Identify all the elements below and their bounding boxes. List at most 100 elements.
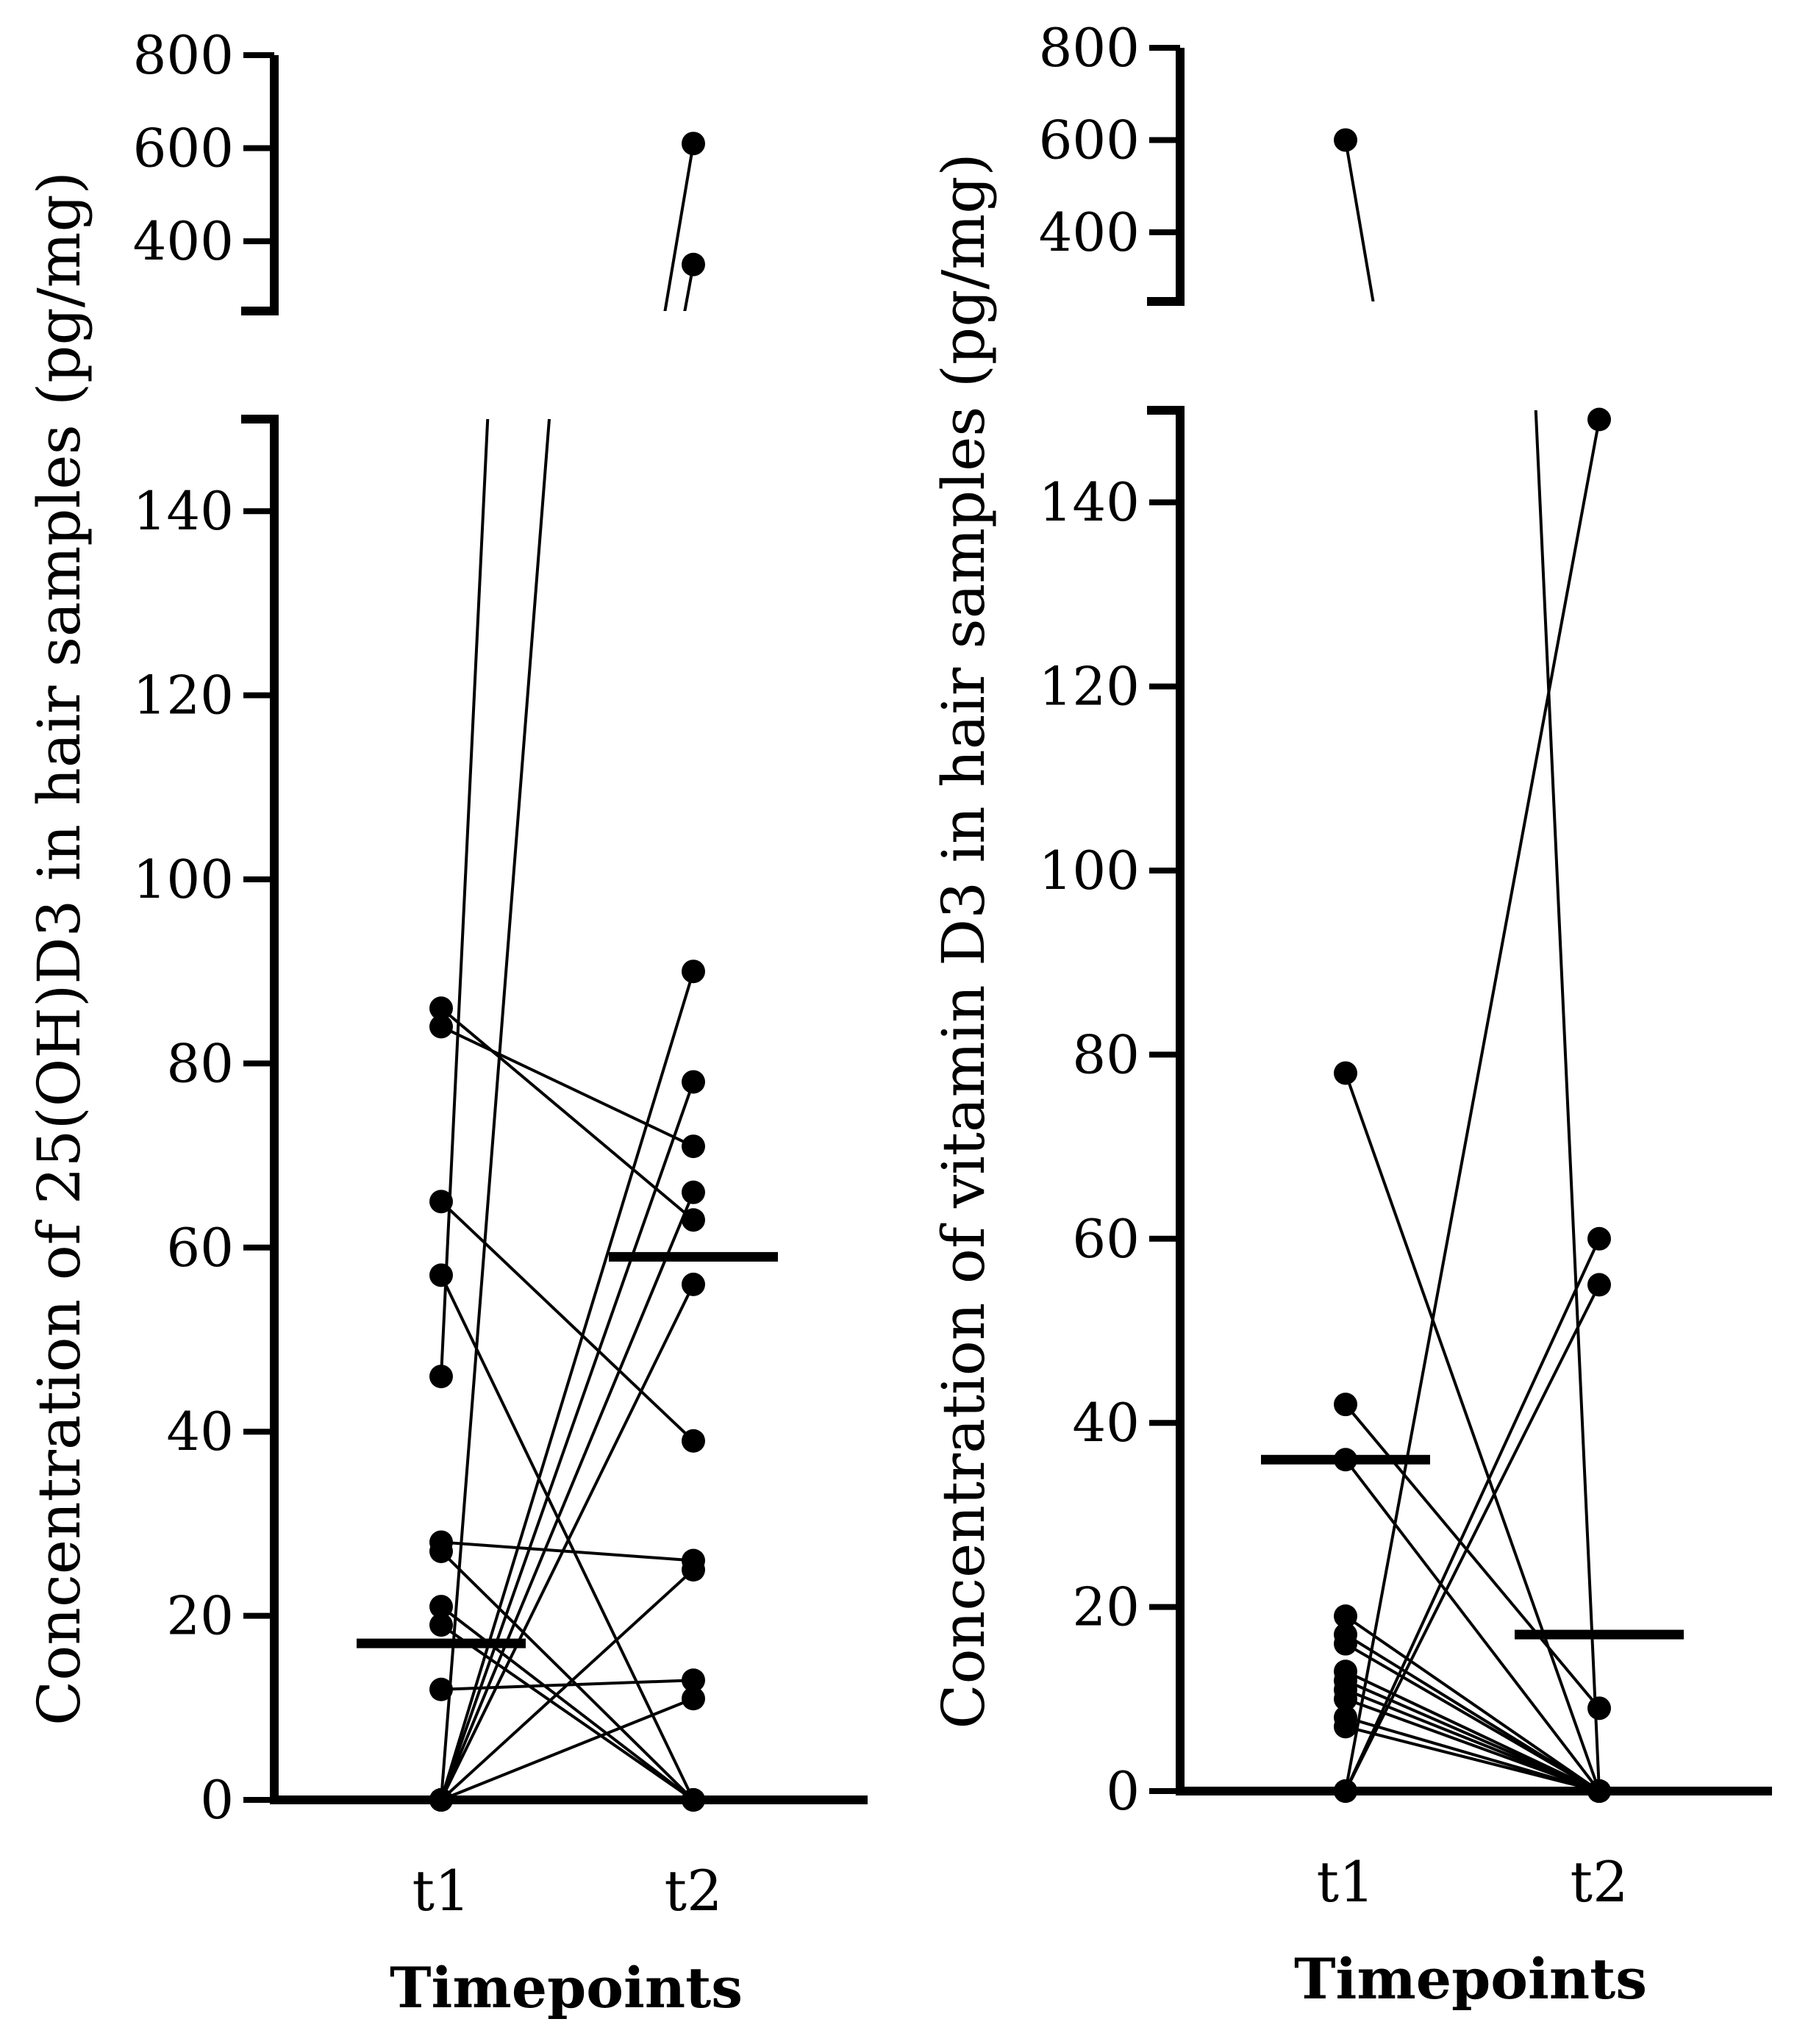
data-point-t1	[1334, 1448, 1357, 1472]
pair-line-lower-part	[440, 419, 490, 1377]
data-point-t2	[1587, 1273, 1611, 1297]
x-category-label-t1: t1	[412, 1858, 471, 1923]
pair-line	[440, 1081, 695, 1801]
y-tick-label-upper: 400	[133, 210, 234, 272]
pair-line-upper-part	[683, 264, 695, 311]
pair-line	[1344, 1072, 1601, 1792]
y-tick-label: 40	[166, 1401, 234, 1462]
pair-line-upper-part	[1344, 140, 1375, 301]
data-point-t1	[429, 996, 453, 1021]
pair-line	[440, 971, 695, 1801]
data-point-t2	[682, 132, 705, 156]
pair-line	[440, 1605, 695, 1801]
pair-line	[440, 1007, 695, 1221]
data-point-t2	[1587, 1696, 1611, 1720]
data-point-t2	[682, 1668, 705, 1693]
data-point-t1	[429, 1015, 453, 1039]
data-point-t2	[1587, 1226, 1611, 1251]
pair-line	[440, 1200, 695, 1443]
data-point-t1	[429, 1613, 453, 1637]
data-point-t1	[1334, 1393, 1357, 1417]
y-tick-label-upper: 400	[1039, 201, 1140, 263]
pair-line	[440, 1540, 694, 1562]
pair-line	[1344, 1615, 1601, 1793]
data-point-t1	[429, 1365, 453, 1389]
y-tick-label: 60	[1072, 1208, 1140, 1270]
y-tick-label: 60	[166, 1217, 234, 1279]
y-tick-label: 20	[166, 1585, 234, 1647]
data-point-t1	[1334, 1632, 1357, 1656]
data-point-t1	[429, 1263, 453, 1287]
pair-line	[1345, 1715, 1600, 1793]
pair-line	[1345, 1697, 1600, 1793]
pair-line	[440, 1284, 695, 1801]
x-category-label-t2: t2	[665, 1858, 723, 1923]
pair-line-lower-part	[1534, 410, 1601, 1792]
y-tick-label: 120	[133, 665, 234, 726]
x-axis-title: Timepoints	[390, 1955, 743, 2020]
x-axis-title: Timepoints	[1294, 1946, 1647, 2012]
data-point-t1	[1334, 128, 1357, 152]
data-point-t1	[429, 1677, 453, 1701]
y-tick-label: 120	[1039, 656, 1140, 718]
data-point-t2	[682, 1180, 705, 1204]
y-tick-label-upper: 800	[1039, 17, 1140, 79]
data-point-t1	[429, 1539, 453, 1563]
data-point-t1	[1334, 1687, 1357, 1711]
y-tick-label: 100	[133, 848, 234, 910]
y-tick-label: 140	[133, 480, 234, 542]
y-tick-label: 40	[1072, 1392, 1140, 1454]
pair-line	[1344, 1237, 1601, 1792]
pair-line	[440, 1697, 694, 1801]
paired-lines-upper	[663, 143, 695, 311]
pair-line	[440, 1623, 695, 1801]
pair-line	[440, 1025, 694, 1148]
y-axis-title: Concentration of 25(OH)D3 in hair sample…	[25, 171, 93, 1726]
pair-line	[1344, 1284, 1601, 1792]
data-point-t2	[682, 252, 705, 276]
y-tick-label: 140	[1039, 471, 1140, 533]
paired-lines-lower	[1344, 410, 1601, 1793]
data-point-t2	[682, 1208, 705, 1232]
paired-lines-lower	[440, 419, 695, 1801]
data-point-t1	[1334, 1061, 1357, 1085]
pair-line	[1344, 1459, 1601, 1793]
data-point-t1	[429, 1190, 453, 1214]
data-point-t2	[682, 1070, 705, 1094]
data-point-t2	[682, 1558, 705, 1582]
y-tick-label: 80	[166, 1032, 234, 1094]
data-point-t2	[682, 1134, 705, 1159]
pair-line	[1344, 419, 1601, 1792]
paired-lines-upper	[1344, 140, 1375, 301]
y-tick-label: 20	[1072, 1576, 1140, 1638]
data-point-t2	[1587, 407, 1611, 432]
data-point-t1	[429, 1595, 453, 1619]
data-point-t2	[682, 1429, 705, 1453]
y-tick-label: 0	[1106, 1760, 1140, 1822]
pair-line	[1344, 1403, 1601, 1709]
pair-line	[1345, 1725, 1600, 1793]
data-point-t2	[682, 960, 705, 984]
x-category-label-t1: t1	[1317, 1849, 1375, 1915]
pair-line	[440, 1550, 695, 1801]
y-tick-label: 80	[1072, 1023, 1140, 1085]
pair-line	[440, 1274, 695, 1801]
pair-line-upper-part	[663, 143, 695, 311]
y-tick-label: 100	[1039, 840, 1140, 901]
data-point-t1	[1334, 1715, 1357, 1739]
y-tick-label-upper: 600	[133, 118, 234, 179]
y-tick-label-upper: 600	[1039, 109, 1140, 171]
pair-line-lower-part	[440, 419, 551, 1801]
pair-line	[440, 1568, 695, 1801]
data-point-t2	[682, 1687, 705, 1711]
x-category-label-t2: t2	[1571, 1849, 1629, 1915]
data-point-t1	[1334, 1604, 1357, 1629]
chart-panel-25ohd3: Concentration of 25(OH)D3 in hair sample…	[25, 24, 868, 2020]
pair-line	[1344, 1642, 1601, 1793]
y-tick-label: 0	[200, 1769, 234, 1831]
y-axis-title: Concentration of vitamin D3 in hair samp…	[929, 153, 998, 1729]
y-tick-label-upper: 800	[133, 24, 234, 86]
data-point-t2	[682, 1272, 705, 1296]
chart-panel-vitamin-d3: Concentration of vitamin D3 in hair samp…	[929, 17, 1772, 2012]
pair-line	[440, 1191, 695, 1801]
